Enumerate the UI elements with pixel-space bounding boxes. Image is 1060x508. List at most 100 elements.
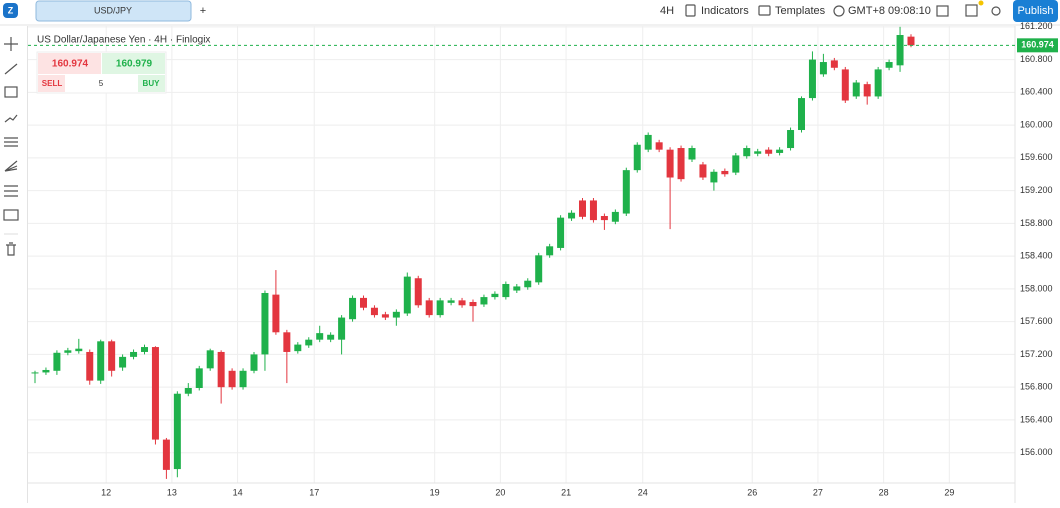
fib-tool[interactable] [4, 137, 18, 147]
layout-icon[interactable] [965, 4, 978, 17]
candle-body [622, 170, 630, 214]
candle-body [86, 351, 94, 381]
candle-body [469, 302, 477, 307]
candle-body [403, 276, 411, 314]
candle-body [677, 148, 685, 180]
candle-body [557, 217, 565, 248]
add-tab[interactable]: + [200, 5, 206, 17]
candle-body [798, 98, 805, 131]
last-price-label: 160.974 [1021, 40, 1054, 50]
delete-tool[interactable] [6, 242, 16, 256]
candle-body [524, 280, 532, 288]
candle-body [699, 164, 707, 178]
candle-body [184, 387, 192, 394]
last-price-box [1017, 38, 1058, 53]
y-tick-label: 157.200 [1020, 349, 1053, 359]
x-tick-label: 28 [879, 487, 889, 497]
candle-body [360, 297, 367, 308]
candle-body [217, 351, 225, 388]
line-tool[interactable] [4, 63, 18, 75]
x-tick-label: 14 [233, 487, 243, 497]
candle-body [294, 344, 302, 352]
candle-body [885, 62, 893, 68]
candle-body [228, 370, 236, 388]
interval[interactable]: 4H [660, 5, 674, 17]
candle-body [863, 84, 871, 97]
note-tool[interactable] [3, 209, 19, 221]
candle-body [830, 60, 838, 68]
candle-body [907, 36, 915, 46]
buy-button[interactable] [138, 75, 165, 92]
candle-body [272, 294, 280, 333]
candle-body [896, 35, 904, 66]
candle-body [491, 293, 499, 298]
fan-tool[interactable] [4, 160, 18, 172]
candle-body [206, 350, 214, 369]
candle-body [64, 350, 72, 353]
candle-body [338, 317, 346, 340]
y-tick-label: 160.400 [1020, 87, 1053, 97]
x-tick-label: 13 [167, 487, 177, 497]
candle-body [327, 334, 335, 340]
timezone[interactable]: GMT+8 [848, 5, 885, 17]
templates[interactable]: Templates [775, 5, 826, 17]
candle-body [239, 370, 247, 388]
y-tick-label: 158.000 [1020, 283, 1053, 293]
publish-button[interactable] [1013, 0, 1058, 22]
path-tool[interactable] [4, 114, 18, 123]
candle-body [261, 292, 269, 355]
indicators[interactable]: Indicators [701, 5, 749, 17]
candle-body [732, 155, 740, 173]
indicators-icon [685, 4, 696, 17]
candle-body [743, 148, 751, 157]
candle-body [447, 300, 455, 303]
candle-body [97, 341, 105, 381]
buy-box[interactable] [102, 53, 165, 74]
x-tick-label: 19 [430, 487, 440, 497]
candle-body [754, 151, 762, 154]
crosshair-tool[interactable] [4, 37, 18, 51]
candle-body [666, 149, 674, 178]
sell-price: 160.974 [52, 59, 89, 70]
candle-body [633, 144, 641, 171]
y-tick-label: 158.800 [1020, 218, 1053, 228]
toolbar [3, 26, 28, 503]
buy-label: BUY [143, 79, 161, 88]
x-tick-label: 27 [813, 487, 823, 497]
clock: 09:08:10 [888, 5, 931, 17]
quantity[interactable]: 5 [99, 79, 104, 88]
candle-body [568, 212, 576, 219]
y-tick-label: 160.800 [1020, 54, 1053, 64]
candle-body [721, 170, 729, 175]
sell-box[interactable] [38, 53, 101, 74]
candle-body [42, 369, 50, 373]
channel-tool[interactable] [4, 185, 18, 197]
x-tick-label: 24 [638, 487, 648, 497]
buy-price: 160.979 [116, 59, 153, 70]
y-tick-label: 157.600 [1020, 316, 1053, 326]
candle-body [819, 62, 827, 75]
settings-icon[interactable] [991, 6, 1001, 16]
candle-body [787, 130, 795, 149]
x-tick-label: 12 [101, 487, 111, 497]
candle-body [425, 300, 433, 316]
candle-body [130, 351, 138, 357]
screenshot-icon[interactable] [936, 5, 949, 17]
logo[interactable] [3, 3, 18, 18]
candle-body [589, 200, 597, 221]
candle-body [108, 341, 116, 371]
rect-tool[interactable] [4, 86, 18, 98]
symbol: USD/JPY [94, 5, 132, 15]
candle-body [75, 348, 83, 352]
y-tick-label: 156.400 [1020, 414, 1053, 424]
candle-body [765, 149, 773, 154]
trade-panel: 160.974 160.979 SELL 5 BUY [36, 51, 167, 94]
sell-button[interactable] [38, 75, 65, 92]
symbol-tab[interactable] [35, 0, 192, 22]
x-tick-label: 21 [561, 487, 571, 497]
publish-label: Publish [1017, 5, 1053, 17]
candle-body [283, 332, 291, 352]
candle-body [141, 347, 148, 352]
